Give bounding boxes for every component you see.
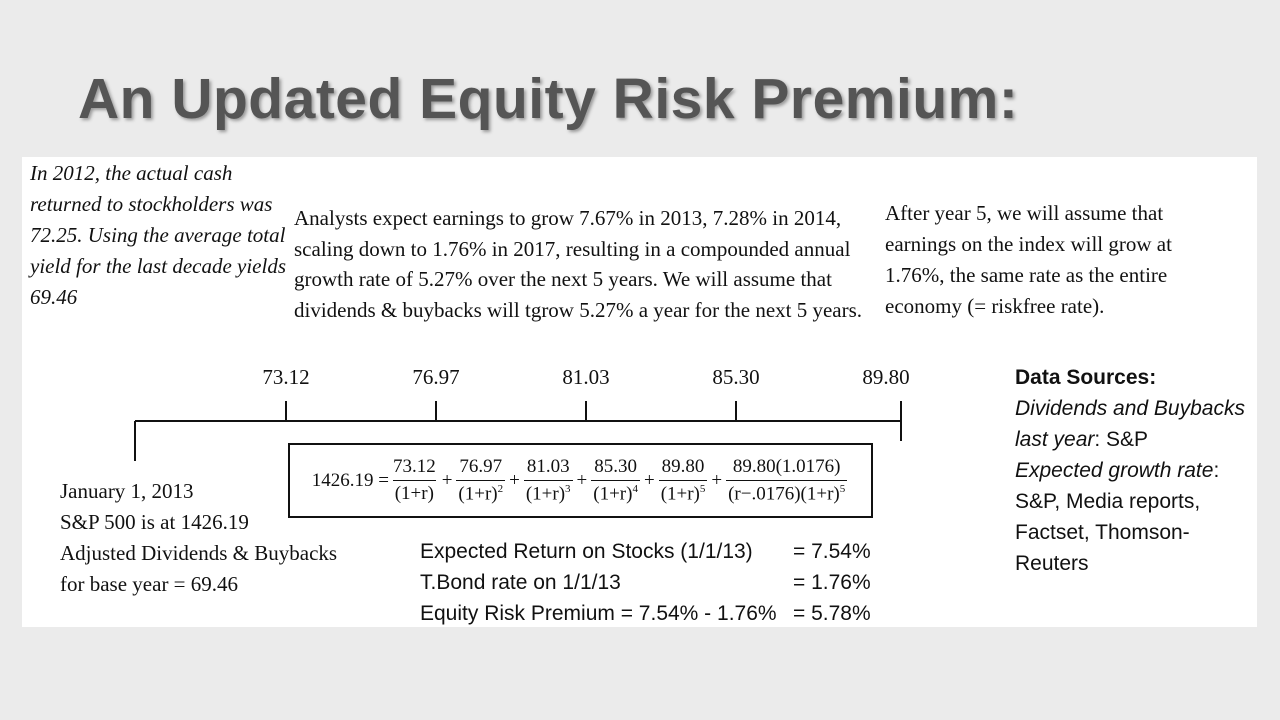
text-line: January 1, 2013 xyxy=(60,479,194,503)
text-line: S&P 500 is at 1426.19 xyxy=(60,510,249,534)
growth-note: Analysts expect earnings to grow 7.67% i… xyxy=(294,203,862,325)
result-row: Expected Return on Stocks (1/1/13) = 7.54… xyxy=(420,536,871,567)
text-line: In 2012, the actual cash xyxy=(30,161,233,185)
denominator: (1+r)5 xyxy=(658,479,708,505)
valuation-formula: 1426.19 = 73.12 (1+r) +76.97 (1+r)2 +81.03 (1… xyxy=(288,443,873,518)
source-label: Dividends and Buybacks last year xyxy=(1015,397,1245,451)
plus-sign: + xyxy=(576,469,588,491)
fraction: 89.80(1.0176) (r−.0176)(1+r)5 xyxy=(726,455,848,505)
result-label: Equity Risk Premium = 7.54% - 1.76% xyxy=(420,602,777,625)
result-value: = 5.78% xyxy=(793,602,871,625)
exponent: 5 xyxy=(839,482,846,495)
plus-sign: + xyxy=(441,469,453,491)
result-label: T.Bond rate on 1/1/13 xyxy=(420,571,621,594)
result-value: = 7.54% xyxy=(793,540,871,563)
text-line: scaling down to 1.76% in 2017, resulting… xyxy=(294,236,851,261)
sources-heading: Data Sources: xyxy=(1015,366,1157,389)
result-label: Expected Return on Stocks (1/1/13) xyxy=(420,540,753,563)
text-line: growth rate of 5.27% over the next 5 yea… xyxy=(294,267,832,291)
denominator-base: (1+r) xyxy=(394,483,434,504)
text-line: 1.76%, the same rate as the entire xyxy=(885,263,1168,287)
cash-flow-label: 73.12 xyxy=(262,365,310,389)
result-row: Equity Risk Premium = 7.54% - 1.76% = 5.7… xyxy=(420,598,871,629)
text-line: dividends & buybacks will tgrow 5.27% a … xyxy=(294,297,863,322)
text-line: 69.46 xyxy=(30,285,78,309)
cash-flow-label: 81.03 xyxy=(562,365,610,389)
source-label: Expected growth rate xyxy=(1015,459,1214,482)
exponent: 2 xyxy=(497,482,504,495)
plus-sign: + xyxy=(711,469,723,491)
text-line: Analysts expect earnings to grow 7.67% i… xyxy=(294,206,842,230)
text-line: returned to stockholders was xyxy=(30,192,273,216)
cash-flow-label: 76.97 xyxy=(412,365,460,389)
text-line: 72.25. Using the average total xyxy=(30,223,286,247)
text-line: yield for the last decade yields xyxy=(30,254,287,278)
exponent: 4 xyxy=(632,482,638,495)
result-value: = 1.76% xyxy=(793,571,871,594)
text-line: After year 5, we will assume that xyxy=(885,201,1164,225)
fraction: 81.03 (1+r)3 xyxy=(523,455,573,505)
fraction: 73.12 (1+r) xyxy=(391,456,438,505)
numerator: 81.03 xyxy=(526,455,570,477)
denominator-base: (1+r) xyxy=(525,483,566,505)
exponent: 3 xyxy=(565,482,571,495)
text-line: economy (= riskfree rate). xyxy=(885,294,1105,318)
text-line: earnings on the index will grow at xyxy=(885,232,1172,256)
cash-flow-label: 85.30 xyxy=(712,365,760,389)
source-text: : S&P xyxy=(1094,428,1149,451)
source-item: Expected growth rate: S&P, Media reports… xyxy=(1015,455,1260,579)
exponent: 5 xyxy=(699,482,706,495)
text-line: for base year = 69.46 xyxy=(60,572,239,596)
cash-flow-label: 89.80 xyxy=(862,365,910,389)
fraction: 89.80 (1+r)5 xyxy=(658,455,708,505)
denominator-base: (1+r) xyxy=(593,483,633,505)
plus-sign: + xyxy=(509,469,520,491)
numerator: 76.97 xyxy=(459,455,503,477)
fraction: 85.30 (1+r)4 xyxy=(591,456,640,505)
denominator-base: (1+r) xyxy=(660,483,700,505)
terminal-note: After year 5, we will assume that earning… xyxy=(885,198,1172,322)
denominator: (1+r)4 xyxy=(591,479,640,505)
result-row: T.Bond rate on 1/1/13 = 1.76% xyxy=(420,567,871,598)
numerator: 85.30 xyxy=(594,455,637,477)
source-text: : S&P, Media reports, Factset, Thomson-R… xyxy=(1015,459,1220,575)
numerator: 89.80 xyxy=(661,455,705,477)
base-note: January 1, 2013 S&P 500 is at 1426.19 Adju… xyxy=(60,476,337,600)
results-table: Expected Return on Stocks (1/1/13) = 7.54… xyxy=(420,536,871,629)
denominator-base: (1+r) xyxy=(458,483,498,505)
plus-sign: + xyxy=(643,469,655,491)
slide-title: An Updated Equity Risk Premium: xyxy=(78,67,1019,131)
denominator: (r−.0176)(1+r)5 xyxy=(726,479,848,505)
fraction: 76.97 (1+r)2 xyxy=(456,455,506,505)
formula-lhs: 1426.19 = xyxy=(311,469,389,491)
denominator: (1+r)2 xyxy=(456,479,506,505)
source-item: Dividends and Buybacks last year: S&P xyxy=(1015,393,1260,455)
denominator-base: (r−.0176)(1+r) xyxy=(728,483,840,505)
content-panel xyxy=(22,157,1257,627)
data-sources: Data Sources: Dividends and Buybacks las… xyxy=(1015,362,1260,579)
denominator: (1+r) xyxy=(392,480,436,505)
text-line: Adjusted Dividends & Buybacks xyxy=(60,541,338,565)
denominator: (1+r)3 xyxy=(523,479,573,505)
numerator: 89.80(1.0176) xyxy=(732,455,841,477)
numerator: 73.12 xyxy=(392,456,436,477)
cash-note: In 2012, the actual cash returned to stoc… xyxy=(30,158,286,313)
